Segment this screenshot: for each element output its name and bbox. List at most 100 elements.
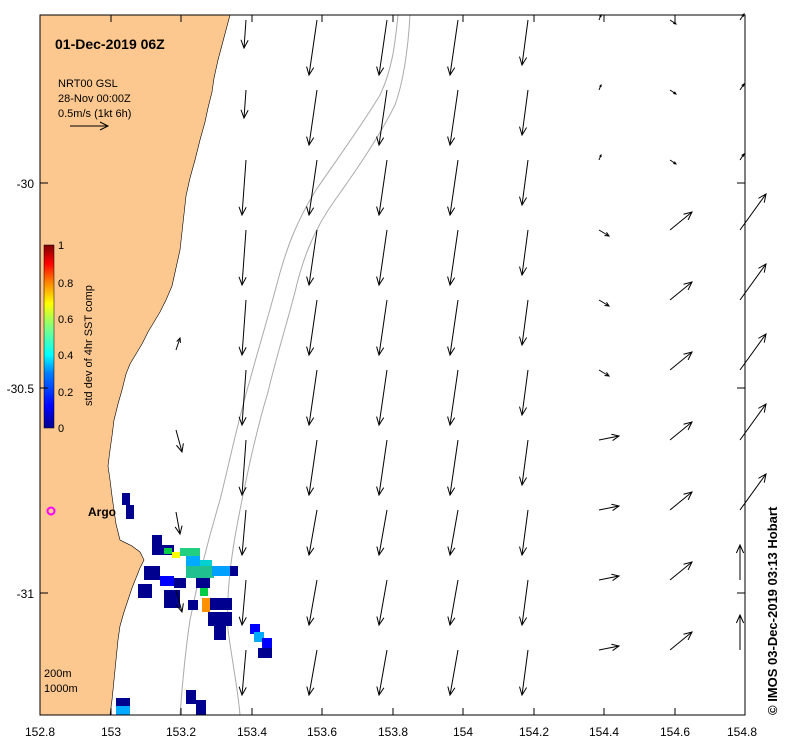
current-vector xyxy=(378,19,388,76)
current-vector-head xyxy=(176,603,184,614)
current-vector-head xyxy=(240,109,249,120)
current-vector-head xyxy=(176,336,181,343)
current-vector xyxy=(669,631,693,651)
current-vector-head xyxy=(741,152,745,157)
current-vector xyxy=(521,649,529,696)
current-vector xyxy=(241,299,247,356)
current-vector-head xyxy=(376,136,385,147)
current-vector xyxy=(449,439,459,496)
current-vector xyxy=(521,89,529,136)
current-vector xyxy=(378,159,388,216)
current-vector-head xyxy=(673,91,678,95)
x-axis-labels: 152.8 153 153.2 153.4 153.6 153.8 154 15… xyxy=(25,725,757,739)
current-vector-head xyxy=(673,161,678,165)
current-vector xyxy=(521,579,529,626)
current-vector xyxy=(241,509,247,556)
current-vector xyxy=(308,19,318,76)
colorbar-tick-0.4: 0.4 xyxy=(58,350,73,362)
current-vector xyxy=(175,589,183,613)
colorbar-ticks: 1 0.8 0.6 0.4 0.2 0 xyxy=(58,240,73,435)
copyright-text: © IMOS 03-Dec-2019 03:13 Hobart xyxy=(765,506,780,715)
current-vector-head xyxy=(604,302,611,307)
current-vector xyxy=(598,505,620,511)
current-vector xyxy=(598,369,610,377)
current-vector xyxy=(308,509,318,556)
current-vector-head xyxy=(683,421,693,431)
current-vector-head xyxy=(599,83,602,88)
current-vector-head xyxy=(447,136,456,147)
current-vector-head xyxy=(376,276,385,287)
current-vector xyxy=(243,89,247,119)
y-axis-labels: -30 -30.5 -31 xyxy=(7,177,35,601)
current-vector-head xyxy=(240,39,249,50)
current-vector xyxy=(669,421,693,441)
current-arrows xyxy=(174,12,767,697)
x-tick-label: 153.2 xyxy=(166,725,196,739)
current-vector-head xyxy=(238,206,247,217)
current-vector xyxy=(449,649,459,696)
current-vector xyxy=(378,89,388,146)
current-vector-head xyxy=(376,546,385,557)
current-vector-head xyxy=(683,561,693,571)
current-vector-head xyxy=(519,686,528,697)
current-vector-head xyxy=(758,263,767,273)
current-vector-head xyxy=(376,486,385,497)
current-vector-head xyxy=(758,403,767,413)
current-vector-head xyxy=(735,613,745,624)
current-vector xyxy=(669,351,693,371)
current-vector-head xyxy=(758,473,767,483)
current-vector xyxy=(175,429,183,453)
current-vector-head xyxy=(238,546,247,557)
current-vector xyxy=(669,211,693,231)
current-vector xyxy=(739,333,767,371)
current-vector xyxy=(598,299,610,307)
current-vector-head xyxy=(238,346,247,357)
current-vector xyxy=(449,299,459,356)
current-vector-head xyxy=(519,336,528,347)
current-vector xyxy=(449,229,459,286)
current-vector xyxy=(378,579,388,626)
current-vector xyxy=(308,579,318,626)
current-vector-head xyxy=(376,346,385,357)
x-tick-label: 154.2 xyxy=(519,725,549,739)
current-vector-head xyxy=(238,276,247,287)
current-vector xyxy=(449,579,459,626)
current-vector-head xyxy=(758,193,767,203)
current-vector xyxy=(378,369,388,426)
current-vector-head xyxy=(611,503,621,511)
current-vector-head xyxy=(519,476,528,487)
current-vector xyxy=(598,575,620,581)
current-vector-head xyxy=(519,546,528,557)
x-tick-label: 153.8 xyxy=(378,725,408,739)
current-vector xyxy=(521,19,529,66)
current-vector-head xyxy=(519,196,528,207)
y-tick-label: -31 xyxy=(17,587,35,601)
current-vector-head xyxy=(447,206,456,217)
current-vector xyxy=(308,299,318,356)
sst-stddev-pixels xyxy=(116,493,272,715)
current-vector xyxy=(308,649,318,696)
current-vector-head xyxy=(376,686,385,697)
current-vector-head xyxy=(376,206,385,217)
depth-label-1000m: 1000m xyxy=(44,683,78,695)
x-tick-label: 154.4 xyxy=(589,725,619,739)
current-vector-head xyxy=(519,126,528,137)
current-vector-head xyxy=(683,281,693,291)
current-vector xyxy=(308,369,318,426)
argo-float-marker[interactable] xyxy=(46,506,56,516)
current-vector xyxy=(378,439,388,496)
y-tick-label: -30.5 xyxy=(7,382,35,396)
current-vector xyxy=(449,89,459,146)
current-vector-head xyxy=(306,346,315,357)
colorbar-tick-1: 1 xyxy=(58,240,64,252)
current-vector xyxy=(669,491,693,511)
current-vector-head xyxy=(519,406,528,417)
current-vector xyxy=(241,369,247,426)
current-vector xyxy=(449,509,459,556)
current-vector-head xyxy=(447,276,456,287)
colorbar-gradient xyxy=(43,244,55,429)
source-line-3: 0.5m/s (1kt 6h) xyxy=(58,108,131,120)
current-vector-head xyxy=(683,211,693,221)
current-vector xyxy=(308,439,318,496)
